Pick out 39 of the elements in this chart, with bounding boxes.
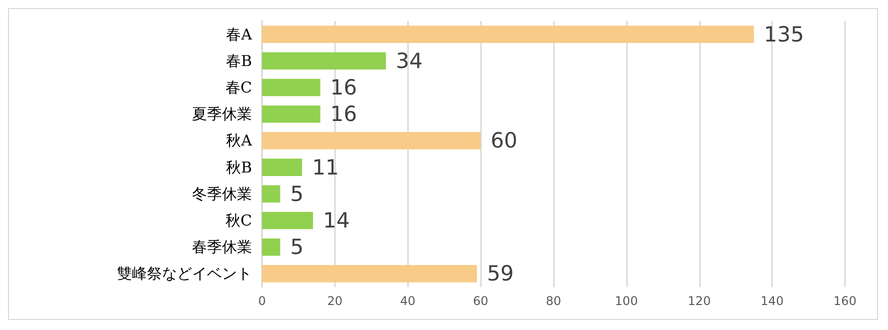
data-label: 11 — [312, 155, 339, 180]
bar — [262, 212, 314, 230]
y-tick-label: 春季休業 — [192, 238, 252, 256]
bar — [262, 78, 320, 96]
bar — [262, 52, 386, 70]
data-label: 59 — [486, 262, 514, 286]
y-tick-label: 雙峰祭などイベント — [117, 264, 252, 283]
x-tick-label: 140 — [760, 294, 784, 308]
bar — [262, 265, 477, 282]
y-tick-label: 秋A — [226, 132, 252, 150]
bar — [262, 158, 302, 176]
y-tick-label: 秋C — [226, 212, 252, 230]
x-tick-label: 20 — [327, 294, 343, 308]
data-label: 14 — [323, 208, 350, 232]
data-label: 16 — [330, 102, 358, 126]
x-tick-label: 40 — [400, 294, 416, 308]
y-tick-label: 春B — [226, 52, 252, 70]
y-tick-label: 秋B — [226, 158, 252, 176]
x-tick-label: 60 — [472, 294, 488, 308]
x-tick-label: 80 — [546, 294, 562, 308]
data-label: 135 — [764, 22, 804, 46]
bar — [262, 185, 280, 203]
x-tick-label: 120 — [688, 294, 711, 308]
bar — [262, 26, 754, 43]
x-tick-label: 100 — [614, 294, 638, 308]
data-label: 60 — [490, 128, 518, 153]
bar — [262, 105, 320, 123]
data-label: 5 — [290, 182, 304, 206]
bar — [262, 132, 481, 150]
y-tick-label: 春A — [226, 25, 252, 44]
x-tick-label: 160 — [834, 294, 856, 308]
data-label: 5 — [290, 235, 304, 260]
data-label: 34 — [396, 48, 423, 73]
y-tick-label: 夏季休業 — [192, 105, 252, 124]
bar — [262, 238, 280, 256]
x-tick-label: 0 — [258, 294, 266, 308]
y-tick-label: 冬季休業 — [192, 184, 252, 203]
y-tick-label: 春C — [226, 78, 252, 96]
data-label: 16 — [330, 76, 358, 100]
